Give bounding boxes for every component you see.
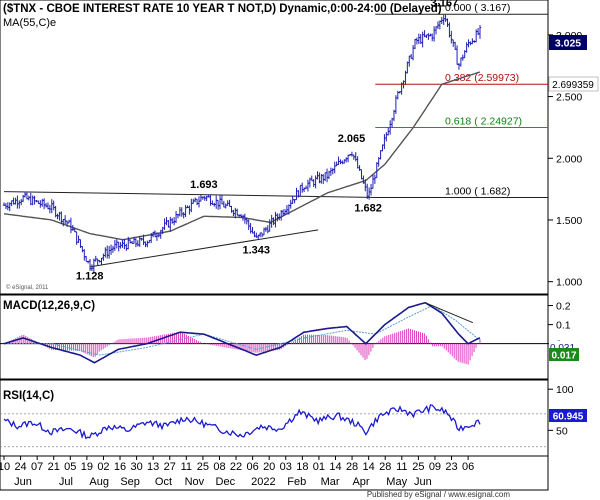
- price-annotation: 3.167: [431, 0, 459, 9]
- x-day-label: 09: [429, 461, 441, 473]
- x-day-label: 01: [313, 461, 325, 473]
- rsi-value-label: 60.945: [553, 412, 584, 423]
- footer-credit: Published by eSignal / www.esignal.com: [367, 490, 511, 499]
- x-day-label: 25: [197, 461, 209, 473]
- price-annotation: 1.343: [243, 244, 271, 256]
- macd-line: [3, 301, 481, 364]
- x-day-label: 03: [280, 461, 292, 473]
- macd-chart: 00.10.2: [0, 301, 571, 365]
- x-month-label: 2022: [251, 476, 275, 488]
- macd-trendline: [425, 302, 474, 324]
- rsi-panel-frame: [0, 379, 549, 457]
- x-day-label: 23: [445, 461, 457, 473]
- x-month-label: Mar: [321, 476, 340, 488]
- price-annotation: 1.693: [190, 179, 218, 191]
- x-day-label: 10: [0, 461, 10, 473]
- trendline: [89, 229, 319, 268]
- x-month-label: Nov: [185, 476, 205, 488]
- x-day-label: 11: [181, 461, 192, 473]
- x-day-label: 13: [147, 461, 159, 473]
- price-ytick-label: 1.000: [556, 277, 582, 289]
- x-day-label: 24: [14, 461, 26, 473]
- x-axis: 10 24 07 21 05 19 02 16 30 13 27 11 25 08 22 06 20 03 18 01…: [0, 456, 474, 488]
- last-price-label: 3.025: [555, 38, 581, 50]
- x-month-label: Jul: [59, 476, 73, 488]
- fib-level-label: 0.382 (2.59973): [445, 72, 519, 84]
- x-axis-frame: [0, 455, 549, 491]
- last-price-badge: [549, 35, 587, 50]
- x-day-label: 21: [48, 461, 60, 473]
- x-day-label: 06: [462, 461, 474, 473]
- ma-legend: MA(55,C)e: [3, 17, 56, 29]
- x-month-label: Feb: [287, 476, 306, 488]
- rsi-ytick-label: 100: [556, 384, 574, 396]
- x-month-label: Dec: [216, 476, 236, 488]
- ma-value-badge: [548, 76, 599, 92]
- x-month-label: May: [386, 476, 407, 488]
- rsi-legend: RSI(14,C): [3, 390, 54, 402]
- x-day-label: 30: [130, 461, 142, 473]
- trendline: [3, 191, 378, 198]
- price-ytick-label: 2.500: [556, 92, 582, 104]
- x-day-label: 07: [31, 461, 43, 473]
- x-month-label: Sep: [120, 476, 140, 488]
- x-day-label: 05: [64, 461, 76, 473]
- x-day-label: 02: [97, 461, 109, 473]
- rsi-value-badge: [549, 409, 587, 422]
- x-day-label: 14: [329, 461, 341, 473]
- price-ytick-label: 2.000: [556, 153, 582, 165]
- price-annotation: 2.065: [338, 133, 366, 145]
- price-annotation: 1.682: [354, 202, 382, 214]
- x-day-label: 28: [346, 461, 358, 473]
- x-month-label: Jun: [414, 476, 432, 488]
- fib-level-label: 0.000 ( 3.167): [445, 2, 510, 14]
- rsi-ytick-label: 50: [556, 425, 568, 437]
- macd-ytick-label: 0.1: [556, 320, 571, 332]
- x-day-label: 28: [379, 461, 391, 473]
- ma-line: [3, 71, 481, 241]
- x-month-label: Jun: [14, 476, 32, 488]
- x-day-label: 18: [296, 461, 308, 473]
- x-month-label: Oct: [155, 476, 172, 488]
- x-month-label: Apr: [352, 476, 369, 488]
- chart-title: ($TNX - CBOE INTEREST RATE 10 YEAR T NOT…: [3, 3, 442, 15]
- esignal-credit: © eSignal, 2011: [6, 284, 49, 291]
- x-day-label: 25: [412, 461, 424, 473]
- x-day-label: 11: [396, 461, 407, 473]
- x-day-label: 06: [247, 461, 259, 473]
- macd-legend: MACD(12,26,9,C): [3, 300, 95, 312]
- signal-value-label: 0.017: [551, 351, 576, 362]
- price-annotation: 1.128: [76, 271, 104, 283]
- macd-panel-frame: [0, 294, 549, 380]
- x-day-label: 08: [213, 461, 225, 473]
- x-day-label: 20: [263, 461, 275, 473]
- macd-ytick-label: 0.2: [556, 301, 571, 313]
- rsi-line: [3, 404, 481, 440]
- macd-signal-line: [4, 304, 481, 356]
- x-month-label: Aug: [89, 476, 109, 488]
- x-day-label: 22: [230, 461, 242, 473]
- fib-level-label: 0.618 ( 2.24927): [445, 115, 522, 127]
- fib-level-label: 1.000 ( 1.682): [445, 185, 510, 197]
- x-day-label: 27: [164, 461, 176, 473]
- x-day-label: 14: [363, 461, 375, 473]
- ma-value-label: 2.699359: [552, 80, 594, 91]
- signal-value-badge: [549, 348, 579, 361]
- rsi-chart: 50 100: [0, 384, 574, 448]
- x-day-label: 16: [114, 461, 126, 473]
- price-ytick-label: 1.500: [556, 215, 582, 227]
- x-day-label: 19: [81, 461, 93, 473]
